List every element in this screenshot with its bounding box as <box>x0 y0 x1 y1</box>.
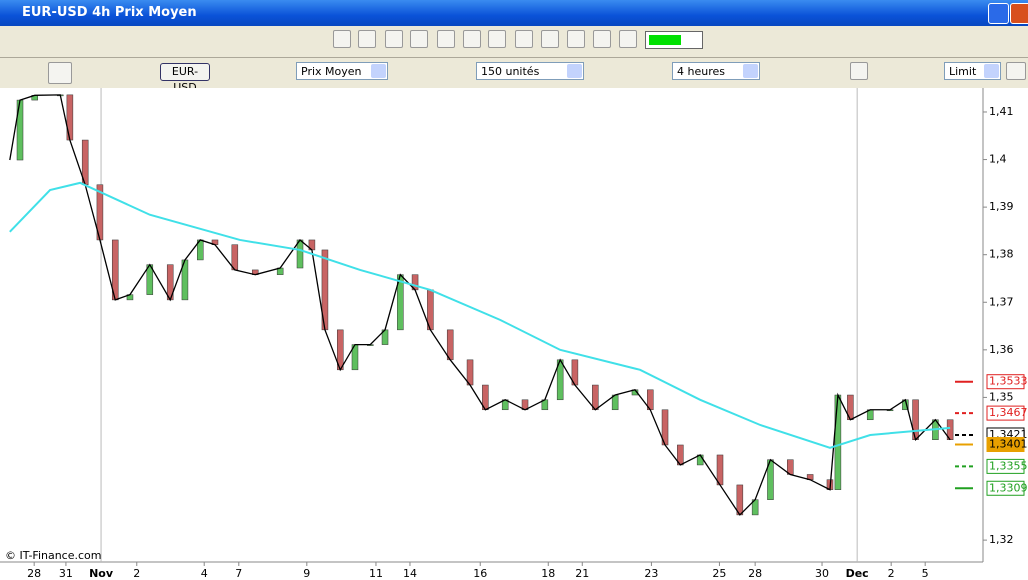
level-box <box>986 437 1025 452</box>
y-tick-label: 1,35 <box>989 390 1014 403</box>
candle <box>296 239 304 269</box>
period-select[interactable]: 4 heures <box>672 62 760 80</box>
candle <box>592 384 599 411</box>
x-tick-label: Dec <box>846 567 869 580</box>
x-tick-label: 7 <box>235 567 242 580</box>
tool-button[interactable] <box>593 30 611 48</box>
tool-button[interactable] <box>541 30 559 48</box>
tool-button[interactable] <box>488 30 506 48</box>
candle <box>446 329 454 361</box>
tool-button[interactable] <box>567 30 585 48</box>
level-label: 1,3309 <box>989 481 1028 494</box>
tool-button[interactable] <box>619 30 637 48</box>
x-tick-label: 9 <box>303 567 310 580</box>
x-tick-label: 16 <box>473 567 487 580</box>
x-tick-label: 5 <box>922 567 929 580</box>
price-select[interactable]: Prix Moyen <box>296 62 388 80</box>
level-label: 1,3401 <box>989 438 1028 451</box>
order-select[interactable]: Limit <box>944 62 1001 80</box>
maximize-button[interactable] <box>988 3 1009 24</box>
y-tick-label: 1,38 <box>989 248 1014 261</box>
tool-button[interactable] <box>358 30 376 48</box>
y-tick-label: 1,36 <box>989 343 1014 356</box>
x-tick-label: 2 <box>888 567 895 580</box>
x-tick-label: 4 <box>201 567 208 580</box>
y-tick-label: 1,37 <box>989 295 1014 308</box>
level-box <box>986 374 1025 390</box>
candle <box>736 484 744 516</box>
window-title: EUR-USD 4h Prix Moyen <box>22 5 197 20</box>
tool-button[interactable] <box>437 30 455 48</box>
close-line <box>9 94 951 516</box>
tool-button[interactable] <box>333 30 351 48</box>
x-tick-label: 21 <box>575 567 589 580</box>
level-box <box>986 405 1025 421</box>
moving-average <box>9 181 951 449</box>
drawing-toolbar <box>0 26 1028 58</box>
price-chart: © IT-Finance.com 1,41 1,4 1,39 1,38 1,37 1,36… <box>0 88 1028 580</box>
title-bar: EUR-USD 4h Prix Moyen <box>0 0 1028 26</box>
x-tick-label: 2 <box>133 567 140 580</box>
y-tick-label: 1,39 <box>989 200 1014 213</box>
candle <box>834 394 842 490</box>
color-picker[interactable] <box>645 31 703 49</box>
level-label: 1,3467 <box>989 406 1028 419</box>
level-label: 1,3355 <box>989 459 1028 472</box>
x-tick-label: 28 <box>27 567 41 580</box>
level-label: 1,3533 <box>989 375 1028 388</box>
chart-button[interactable] <box>850 62 868 80</box>
y-tick-label: 1,4 <box>989 153 1007 166</box>
x-tick-label: 25 <box>712 567 726 580</box>
indicator-button[interactable] <box>48 62 72 84</box>
tool-button[interactable] <box>410 30 428 48</box>
x-tick-label: 18 <box>541 567 555 580</box>
settings-toolbar: EUR-USD Prix Moyen 150 unités 4 heures L… <box>0 58 1028 94</box>
x-tick-label: 28 <box>748 567 762 580</box>
panel-button[interactable] <box>1006 62 1026 80</box>
x-tick-label: 23 <box>644 567 658 580</box>
level-box <box>986 480 1025 496</box>
symbol-button[interactable]: EUR-USD <box>160 63 210 94</box>
x-tick-label: 30 <box>815 567 829 580</box>
tool-button[interactable] <box>463 30 481 48</box>
tool-button[interactable] <box>385 30 403 48</box>
candle <box>231 244 239 271</box>
chart-background <box>0 88 1028 580</box>
y-tick-label: 1,32 <box>989 533 1014 546</box>
x-tick-label: 11 <box>369 567 383 580</box>
x-tick-label: Nov <box>89 567 114 580</box>
candle <box>466 359 474 386</box>
tool-button[interactable] <box>515 30 533 48</box>
copyright: © IT-Finance.com <box>5 549 102 562</box>
candle <box>716 454 724 486</box>
y-tick-label: 1,41 <box>989 105 1014 118</box>
units-select[interactable]: 150 unités <box>476 62 584 80</box>
level-box <box>986 458 1025 474</box>
x-tick-label: 14 <box>403 567 417 580</box>
x-tick-label: 31 <box>59 567 73 580</box>
close-button[interactable] <box>1010 3 1028 24</box>
